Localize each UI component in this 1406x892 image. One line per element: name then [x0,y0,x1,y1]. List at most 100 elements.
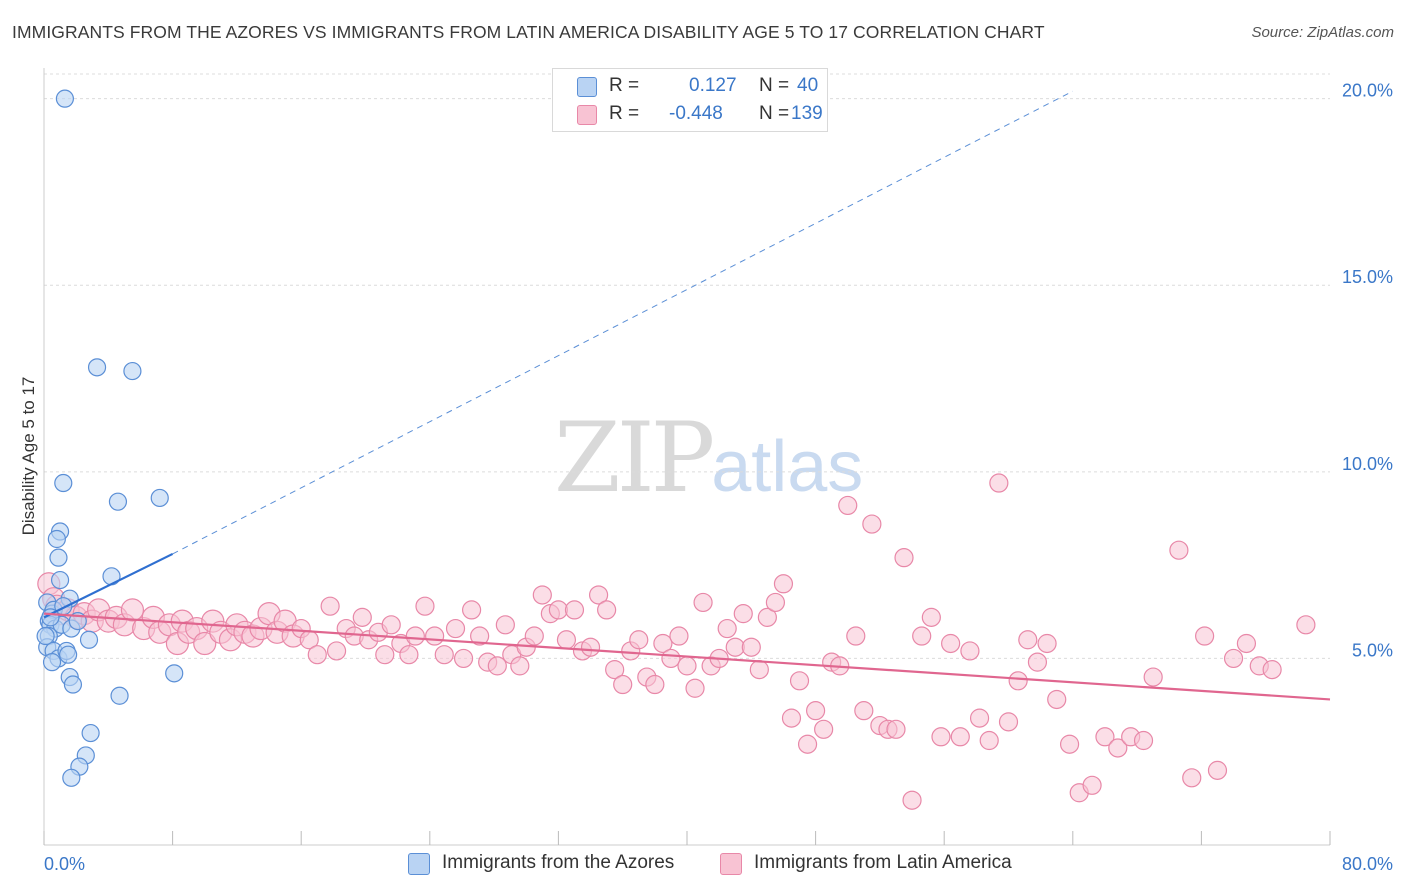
data-point-latin-america [405,626,425,646]
data-point-latin-america [749,660,769,680]
y-tick-label: 10.0% [1342,454,1393,474]
data-point-azores [47,529,66,549]
source-label: Source: ZipAtlas.com [1251,24,1394,41]
data-point-latin-america [941,633,961,654]
data-point-latin-america [757,607,777,627]
data-point-latin-america [445,618,466,639]
data-point-latin-america [1182,768,1202,788]
data-point-azores [81,723,100,743]
data-point-latin-america [1027,652,1048,672]
data-point-latin-america [120,598,145,622]
data-point-latin-america [1082,775,1102,795]
data-point-latin-america [797,734,818,754]
data-point-latin-america [989,473,1009,493]
y-tick-label: 5.0% [1352,640,1393,660]
bottom-legend-swatch-azores [408,853,430,875]
data-point-latin-america [741,637,761,657]
data-point-latin-america [693,592,713,613]
data-point-latin-america [487,656,507,676]
legend-n-value-azores: 40 [797,75,819,96]
data-point-latin-america [838,495,858,516]
y-axis-label: Disability Age 5 to 17 [19,377,38,536]
data-point-latin-america [998,712,1019,732]
data-point-latin-america [1195,626,1215,646]
data-point-latin-america [862,514,882,534]
data-point-latin-america [375,645,395,665]
data-point-latin-america [669,626,689,646]
data-point-latin-america [425,626,445,646]
data-point-azores [62,768,81,787]
data-point-latin-america [653,633,673,654]
data-point-latin-america [320,596,340,616]
data-point-latin-america [470,626,490,646]
legend-swatch-latin-america [577,105,597,125]
data-point-latin-america [193,631,217,656]
data-point-latin-america [661,648,681,669]
data-point-azores [110,686,129,705]
trend-line-latin-america [43,612,1331,701]
trend-line-azores-extension [172,90,1074,555]
watermark-atlas: atlas [711,427,864,507]
x-tick-label: 0.0% [44,854,85,874]
y-tick-label: 20.0% [1342,81,1393,101]
data-point-latin-america [307,645,327,665]
legend-n-label: N = [759,75,790,96]
data-point-azores [150,488,169,508]
legend-swatch-azores [577,77,597,97]
trend-line-azores [43,552,174,619]
bottom-legend-swatch-latin-america [720,853,742,875]
legend-r-label: R = [609,75,640,96]
data-point-latin-america [1207,760,1228,780]
data-point-latin-america [685,678,705,698]
data-point-latin-america [1047,689,1067,710]
data-point-latin-america [677,656,697,676]
data-point-latin-america [352,607,372,627]
data-point-latin-america [1059,734,1080,754]
correlation-legend: R = 0.127 N = 40 R = -0.448 N = 139 [552,68,828,132]
bottom-legend-label-azores: Immigrants from the Azores [442,852,675,873]
data-point-latin-america [605,660,625,680]
data-point-latin-america [854,701,874,721]
data-point-latin-america [1037,633,1057,654]
data-point-azores [54,473,73,493]
data-point-latin-america [1008,671,1028,691]
data-point-latin-america [532,585,552,605]
watermark-zip: ZIP [554,402,715,514]
data-point-latin-america [1296,615,1316,635]
data-point-latin-america [1236,633,1257,654]
data-point-latin-america [733,604,753,624]
data-point-latin-america [326,641,347,661]
data-point-azores [63,675,83,694]
data-point-latin-america [902,790,922,810]
legend-r-label: R = [609,103,640,124]
legend-n-value-latin-america: 139 [791,103,823,124]
data-point-latin-america [1262,660,1282,680]
data-point-latin-america [564,600,585,620]
data-point-latin-america [789,671,810,691]
data-point-azores [49,548,68,567]
data-point-azores [108,492,128,511]
data-point-latin-america [510,656,530,676]
data-point-azores [55,89,74,108]
data-point-latin-america [894,548,914,568]
data-point-azores [123,361,142,381]
data-point-latin-america [580,637,601,657]
data-point-latin-america [434,645,454,665]
data-point-latin-america [1108,738,1128,758]
data-point-latin-america [969,708,990,728]
x-tick-label: 80.0% [1342,854,1393,874]
data-point-azores [87,358,107,377]
data-point-azores [36,626,55,646]
data-point-latin-america [846,626,866,646]
data-point-azores [50,570,70,590]
data-point-latin-america [979,730,999,751]
data-point-latin-america [556,630,577,650]
data-point-latin-america [1143,667,1163,687]
data-point-latin-america [912,626,932,646]
data-point-latin-america [773,574,794,594]
data-point-latin-america [1133,730,1154,751]
data-point-latin-america [717,618,737,639]
data-point-latin-america [495,615,515,635]
data-point-latin-america [950,727,970,747]
